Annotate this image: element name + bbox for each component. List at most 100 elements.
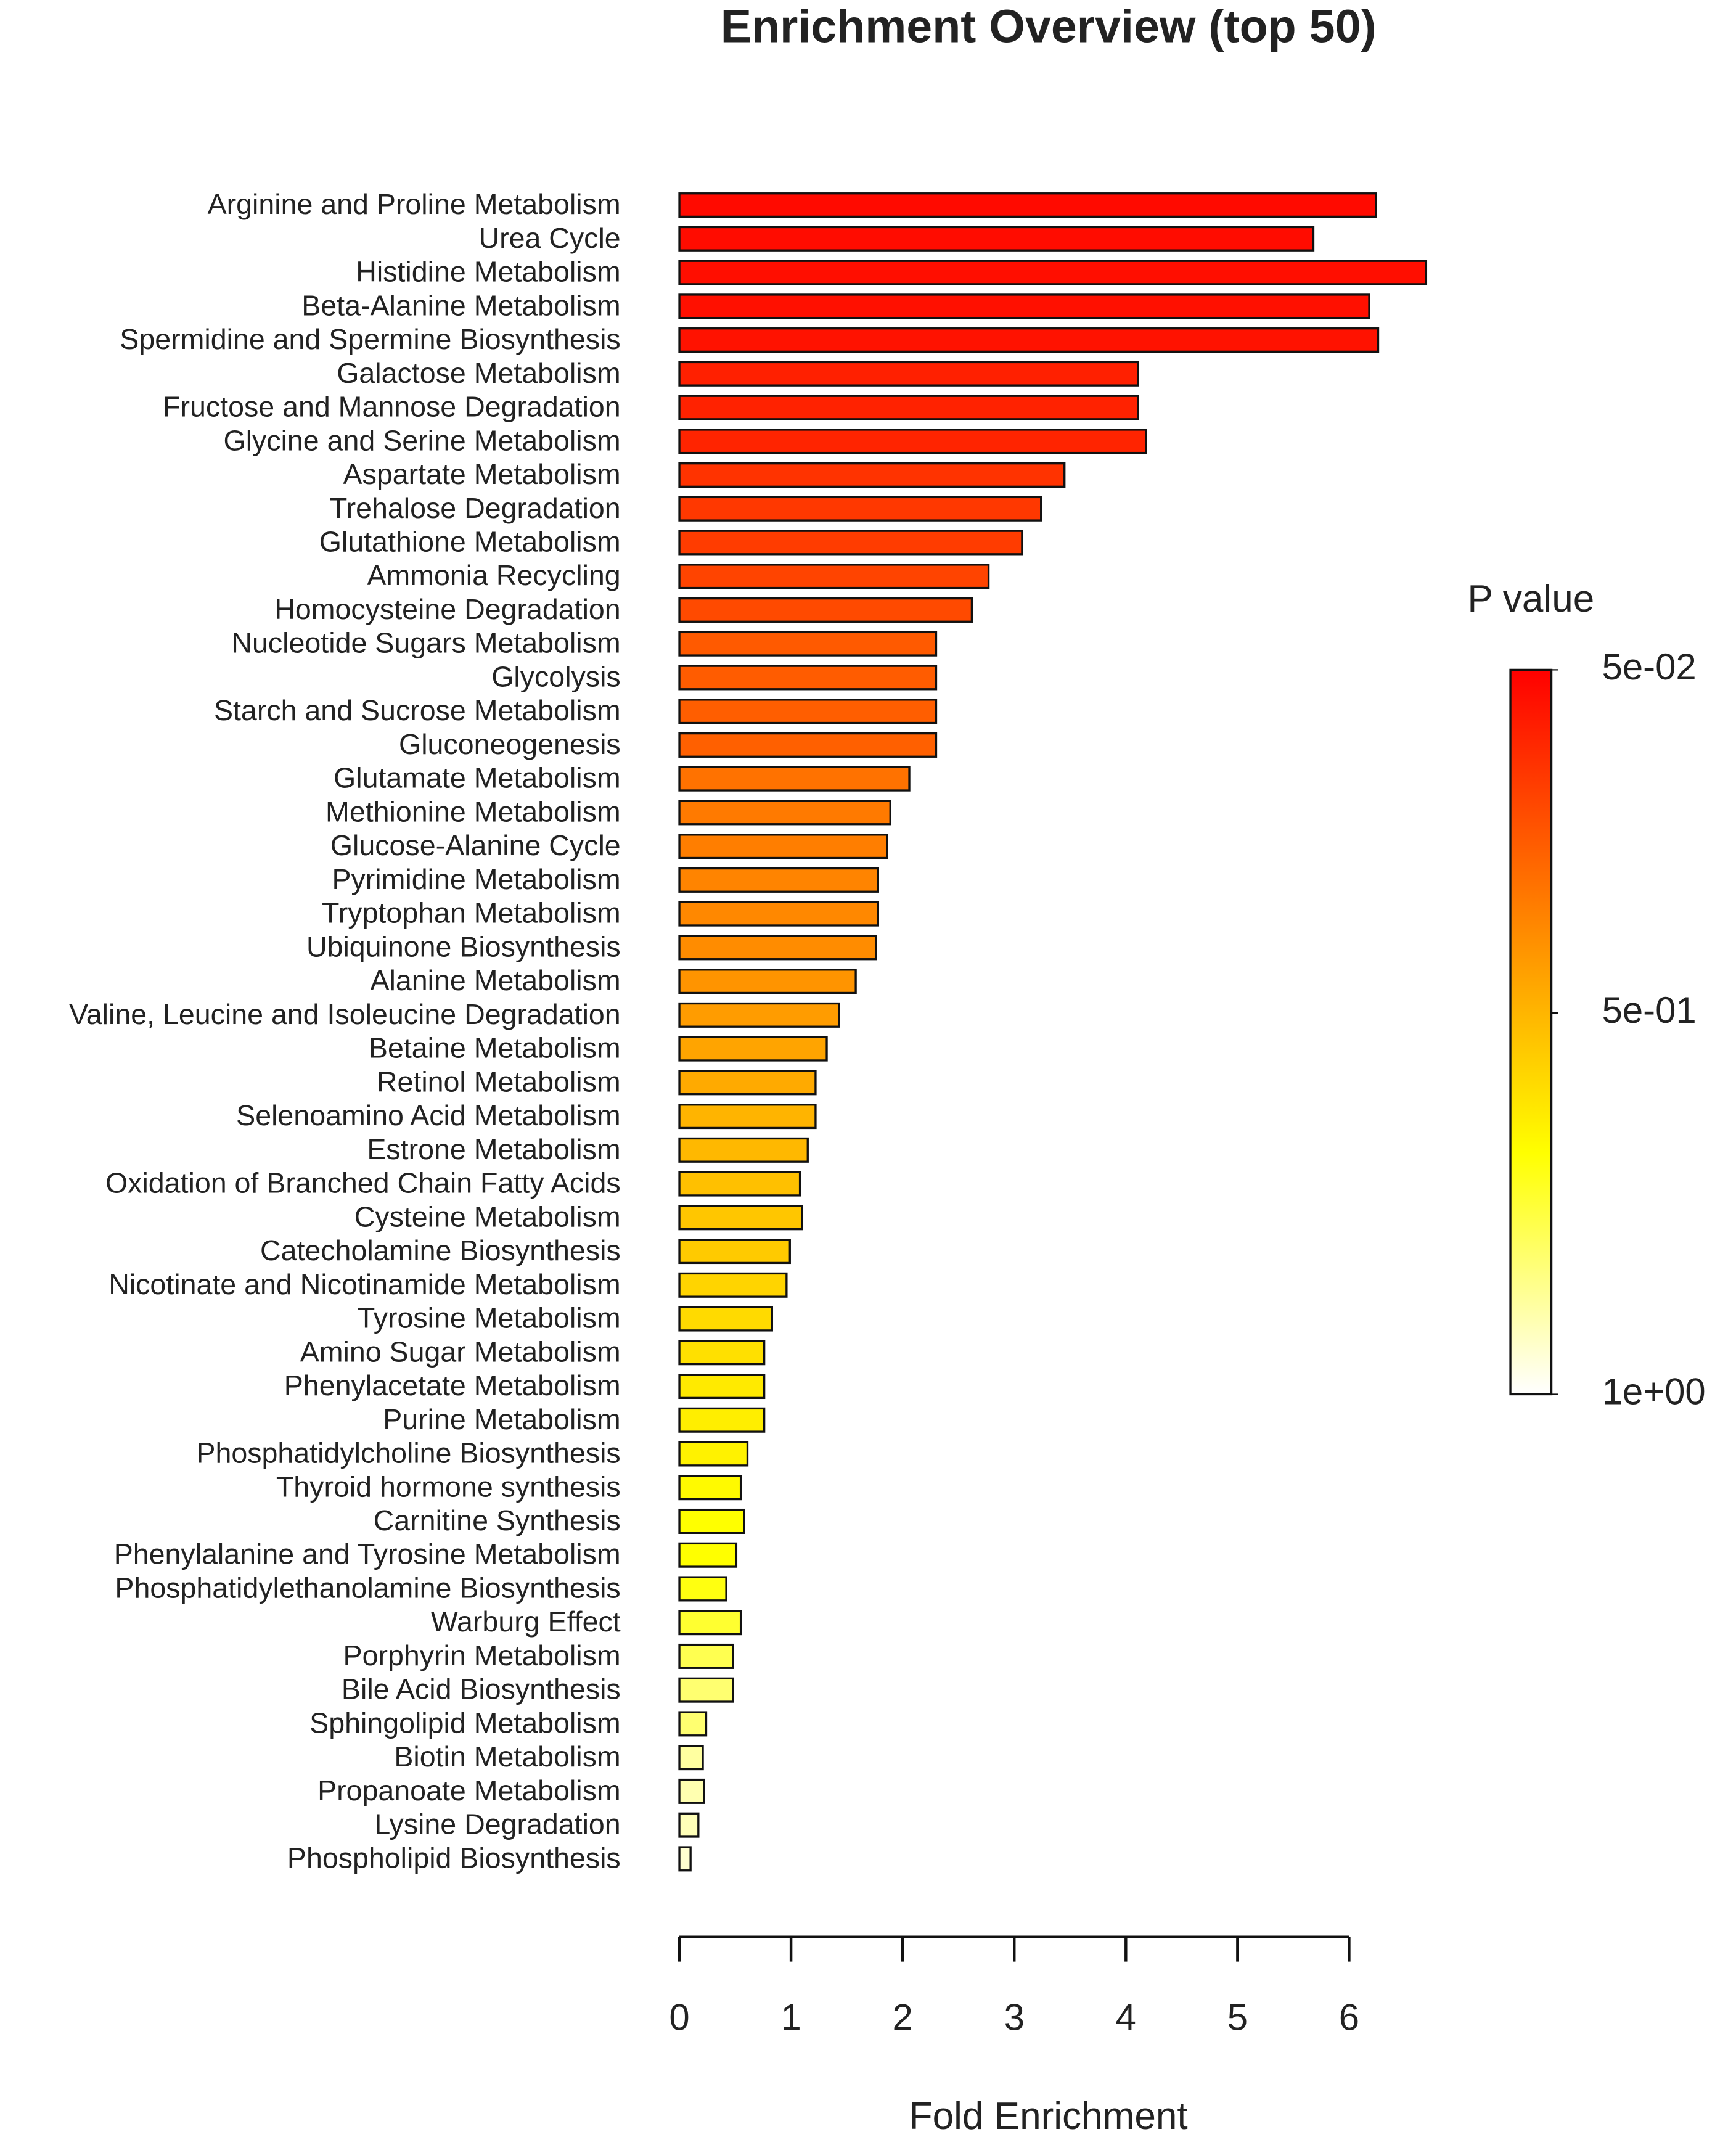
category-label: Estrone Metabolism (367, 1133, 620, 1165)
x-tick-label: 2 (893, 1997, 913, 2038)
colorbar (1509, 668, 1553, 1396)
bar (678, 1171, 801, 1197)
category-label: Histidine Metabolism (356, 256, 620, 288)
category-label: Urea Cycle (478, 222, 620, 254)
category-label: Oxidation of Branched Chain Fatty Acids (105, 1167, 621, 1199)
category-label: Phenylalanine and Tyrosine Metabolism (114, 1538, 621, 1570)
category-label: Thyroid hormone synthesis (276, 1470, 621, 1503)
colorbar-tick-label: 5e-02 (1602, 646, 1697, 687)
bar (678, 496, 1042, 522)
bar (678, 293, 1370, 319)
category-label: Aspartate Metabolism (343, 458, 621, 490)
category-label: Sphingolipid Metabolism (309, 1707, 621, 1739)
bar (678, 260, 1428, 285)
category-label: Catecholamine Biosynthesis (260, 1234, 621, 1266)
bar (678, 1677, 734, 1703)
bar (678, 1306, 773, 1332)
chart-title: Enrichment Overview (top 50) (721, 1, 1377, 52)
bar (678, 935, 877, 961)
bar (678, 732, 938, 758)
category-label: Cysteine Metabolism (354, 1200, 621, 1232)
bar (678, 530, 1023, 556)
category-label: Glutathione Metabolism (319, 525, 621, 557)
bar (678, 597, 973, 623)
category-label: Tyrosine Metabolism (358, 1302, 621, 1334)
category-label: Galactose Metabolism (337, 357, 621, 389)
bar (678, 1070, 817, 1096)
category-label: Betaine Metabolism (369, 1032, 621, 1064)
bar (678, 1812, 700, 1838)
category-label: Phosphatidylethanolamine Biosynthesis (115, 1572, 620, 1604)
bar (678, 834, 888, 859)
x-tick-label: 5 (1227, 1997, 1248, 2038)
category-label: Spermidine and Spermine Biosynthesis (120, 323, 620, 355)
category-label: Amino Sugar Metabolism (300, 1335, 621, 1368)
category-label: Warburg Effect (431, 1606, 621, 1638)
x-tick-label: 1 (780, 1997, 801, 2038)
bar (678, 327, 1380, 353)
bar (678, 1745, 704, 1771)
bar (678, 1407, 766, 1433)
category-label: Retinol Metabolism (377, 1065, 621, 1097)
colorbar-tick-label: 1e+00 (1602, 1371, 1706, 1412)
category-label: Methionine Metabolism (326, 795, 621, 827)
category-label: Phosphatidylcholine Biosynthesis (196, 1437, 620, 1469)
bar (678, 665, 938, 691)
bar (678, 1272, 788, 1298)
category-label: Purine Metabolism (383, 1403, 620, 1435)
category-label: Homocysteine Degradation (274, 593, 620, 625)
category-label: Glycine and Serine Metabolism (223, 424, 620, 456)
category-label: Tryptophan Metabolism (322, 897, 621, 929)
category-label: Biotin Metabolism (394, 1741, 620, 1773)
category-label: Trehalose Degradation (330, 492, 621, 524)
category-label: Propanoate Metabolism (317, 1774, 621, 1806)
bar (678, 1036, 828, 1062)
bar (678, 969, 857, 994)
bar (678, 1239, 791, 1265)
bar (678, 1542, 738, 1568)
bar (678, 1576, 727, 1602)
bar (678, 1340, 766, 1366)
category-label: Ubiquinone Biosynthesis (306, 930, 621, 962)
category-label: Nicotinate and Nicotinamide Metabolism (108, 1268, 620, 1300)
x-tick-label: 3 (1004, 1997, 1025, 2038)
bar (678, 1610, 742, 1636)
category-label: Lysine Degradation (374, 1808, 620, 1840)
x-tick-label: 4 (1116, 1997, 1136, 2038)
bar (678, 1778, 705, 1804)
bar (678, 361, 1139, 387)
bar (678, 699, 938, 724)
legend-title: P value (1467, 578, 1594, 620)
bar (678, 395, 1139, 420)
bar (678, 1104, 817, 1130)
category-label: Valine, Leucine and Isoleucine Degradati… (69, 998, 621, 1030)
category-label: Starch and Sucrose Metabolism (214, 694, 621, 726)
category-label: Bile Acid Biosynthesis (342, 1673, 621, 1705)
category-label: Glutamate Metabolism (334, 762, 621, 794)
category-label: Selenoamino Acid Metabolism (236, 1099, 621, 1131)
bar (678, 766, 911, 792)
category-label: Porphyrin Metabolism (343, 1639, 621, 1671)
category-label: Pyrimidine Metabolism (332, 863, 620, 895)
bar (678, 901, 879, 927)
category-label: Carnitine Synthesis (374, 1504, 621, 1536)
colorbar-tick-label: 5e-01 (1602, 990, 1697, 1031)
x-tick-label: 0 (669, 1997, 689, 2038)
bar (678, 429, 1147, 454)
bar (678, 1643, 734, 1669)
category-label: Phenylacetate Metabolism (284, 1369, 621, 1401)
x-axis-label: Fold Enrichment (909, 2095, 1188, 2138)
category-label: Alanine Metabolism (370, 964, 620, 996)
bar (678, 564, 990, 589)
category-label: Nucleotide Sugars Metabolism (231, 627, 620, 659)
bar (678, 1002, 840, 1028)
bar (678, 631, 938, 657)
bar (678, 800, 891, 826)
bar (678, 1711, 708, 1737)
bar (678, 1137, 809, 1163)
x-tick-label: 6 (1339, 1997, 1359, 2038)
category-label: Phospholipid Biosynthesis (287, 1842, 621, 1874)
category-label: Glycolysis (491, 660, 620, 692)
